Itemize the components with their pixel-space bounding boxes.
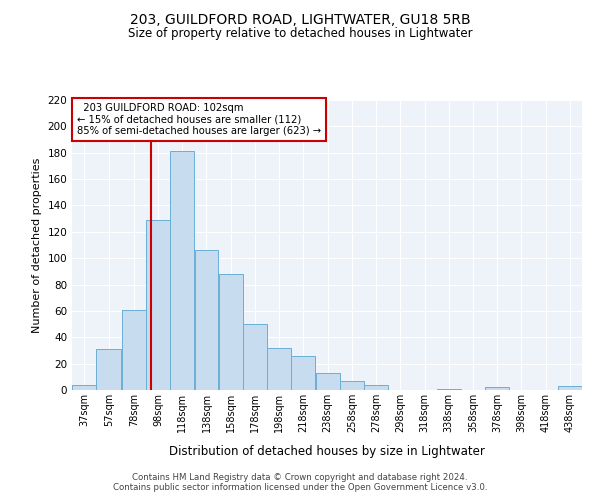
Bar [316, 373, 340, 390]
Bar [485, 388, 509, 390]
Bar [292, 356, 316, 390]
Text: Size of property relative to detached houses in Lightwater: Size of property relative to detached ho… [128, 28, 472, 40]
Bar [194, 250, 218, 390]
Bar [364, 384, 388, 390]
Bar [243, 324, 267, 390]
Bar [97, 349, 121, 390]
Text: Contains HM Land Registry data © Crown copyright and database right 2024.
Contai: Contains HM Land Registry data © Crown c… [113, 473, 487, 492]
Bar [267, 348, 291, 390]
Bar [219, 274, 242, 390]
Bar [340, 381, 364, 390]
Bar [558, 386, 582, 390]
Y-axis label: Number of detached properties: Number of detached properties [32, 158, 42, 332]
Bar [72, 384, 96, 390]
Text: Distribution of detached houses by size in Lightwater: Distribution of detached houses by size … [169, 444, 485, 458]
Bar [146, 220, 170, 390]
Bar [437, 388, 461, 390]
Bar [170, 152, 194, 390]
Text: 203, GUILDFORD ROAD, LIGHTWATER, GU18 5RB: 203, GUILDFORD ROAD, LIGHTWATER, GU18 5R… [130, 12, 470, 26]
Bar [122, 310, 146, 390]
Text: 203 GUILDFORD ROAD: 102sqm  
← 15% of detached houses are smaller (112)
85% of s: 203 GUILDFORD ROAD: 102sqm ← 15% of deta… [77, 103, 321, 136]
